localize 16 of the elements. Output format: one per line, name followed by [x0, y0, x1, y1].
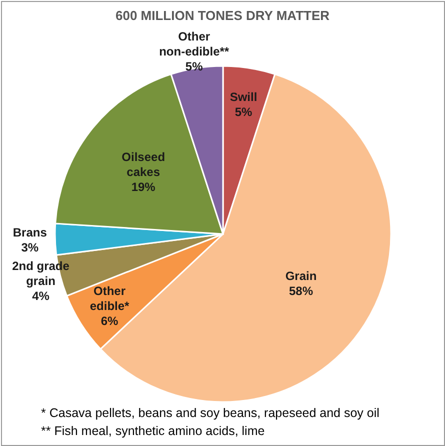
chart-title: 600 MILLION TONES DRY MATTER — [115, 8, 330, 23]
slice-label: Grain — [285, 269, 317, 284]
slice-label: Other edible* — [90, 284, 130, 314]
text: * Casava pellets, beans and soy beans, rapeseed and soy oil — [41, 406, 380, 420]
slice-label: Brans — [12, 226, 48, 240]
data-label: 5% — [185, 59, 204, 74]
text: ** Fish meal, synthetic amino acids, lime — [41, 424, 265, 438]
data-label: 19% — [131, 180, 156, 194]
data-label: 4% — [32, 288, 50, 303]
slice-label: Swill — [230, 90, 258, 104]
data-label: 5% — [234, 105, 252, 120]
data-label: 58% — [289, 284, 314, 298]
slice-label: Oilseed cakes — [122, 150, 166, 180]
data-label: 6% — [100, 314, 119, 328]
slice-label: Other non-edible** — [159, 29, 230, 58]
data-label: 3% — [21, 240, 39, 255]
